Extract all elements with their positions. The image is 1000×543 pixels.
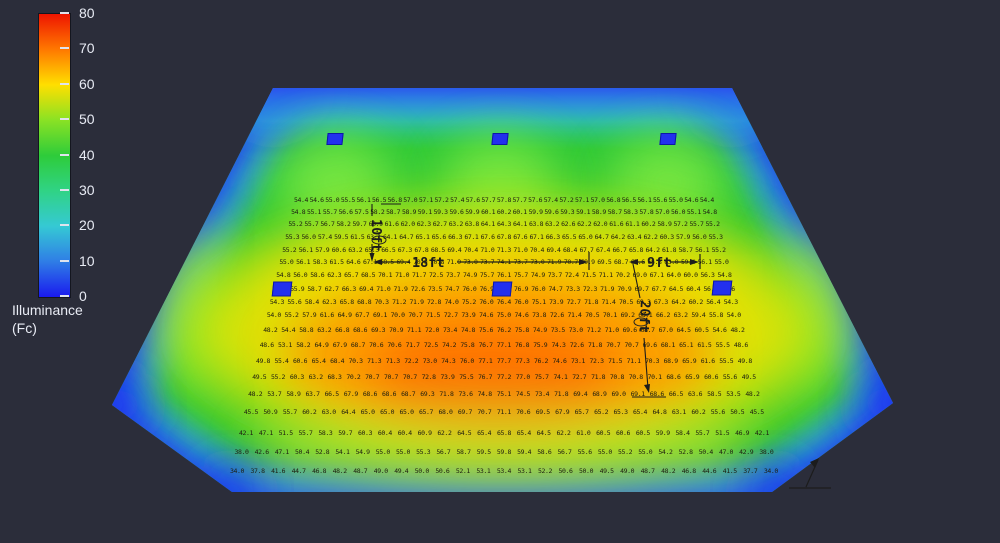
legend-tick-label: 30 — [79, 181, 95, 198]
luminaire-symbol[interactable] — [326, 133, 344, 145]
luminaire-symbol[interactable] — [711, 280, 733, 296]
legend-tick — [60, 118, 69, 121]
illuminance-legend: 80 70 60 50 40 30 20 10 0 Illuminance (Fc) — [0, 0, 130, 360]
legend-tick-label: 40 — [79, 146, 95, 163]
legend-tick — [60, 12, 69, 14]
legend-tick-label: 70 — [79, 40, 95, 57]
luminaire-symbol[interactable] — [271, 281, 293, 297]
legend-tick-label: 10 — [79, 252, 95, 269]
legend-tick-label: 50 — [79, 111, 95, 128]
legend-title-line1: Illuminance — [12, 302, 83, 318]
legend-tick-label: 60 — [79, 75, 95, 92]
legend-tick — [60, 47, 69, 50]
legend-tick — [60, 224, 69, 227]
legend-title: Illuminance (Fc) — [12, 301, 83, 337]
luminaire-symbol[interactable] — [491, 281, 513, 297]
legend-title-line2: (Fc) — [12, 320, 37, 336]
luminaire-symbol[interactable] — [659, 133, 677, 145]
legend-tick — [60, 295, 69, 297]
legend-tick — [60, 259, 69, 262]
legend-tick-label: 80 — [79, 5, 95, 21]
legend-tick — [60, 82, 69, 85]
legend-tick — [60, 153, 69, 156]
legend-tick — [60, 188, 69, 191]
legend-tick-label: 0 — [79, 288, 87, 304]
legend-color-scale — [38, 13, 71, 298]
legend-tick-label: 20 — [79, 217, 95, 234]
luminaire-symbol[interactable] — [491, 133, 509, 145]
